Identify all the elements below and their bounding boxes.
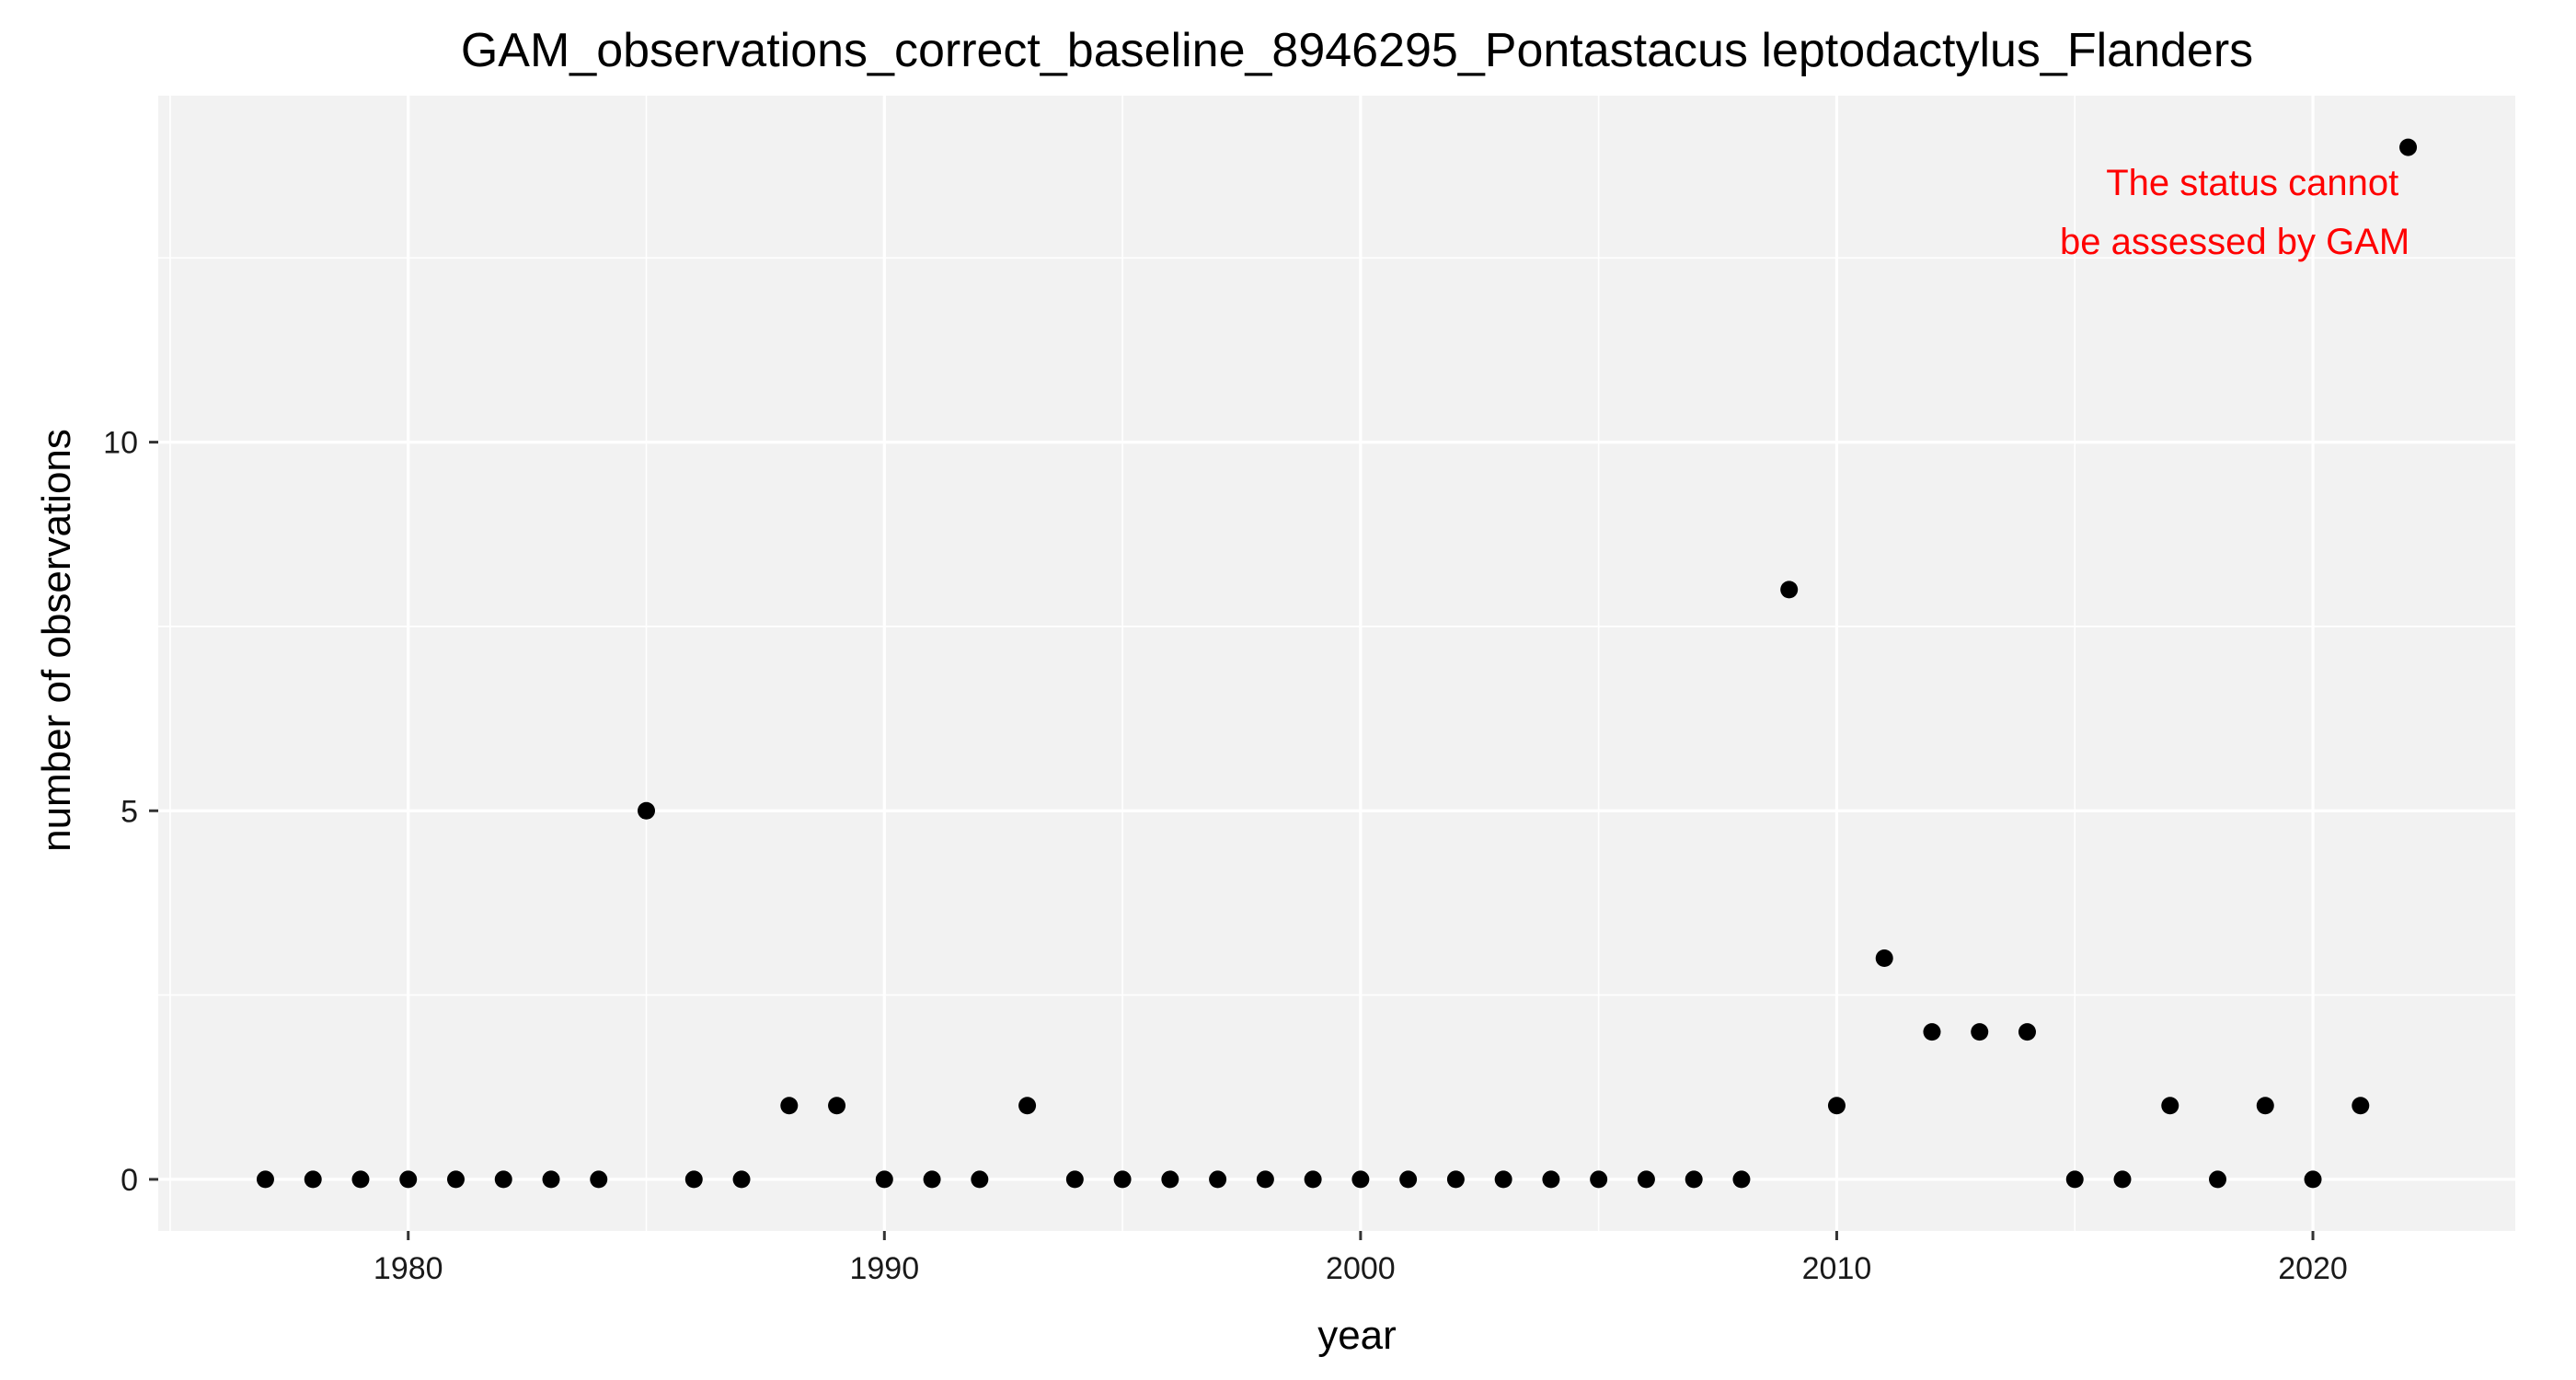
y-tick-label: 10 (103, 426, 138, 461)
data-point (1780, 581, 1799, 599)
data-point (1875, 949, 1893, 968)
data-point (638, 801, 656, 820)
data-point (1399, 1170, 1418, 1189)
data-point (256, 1170, 274, 1189)
data-point (684, 1170, 703, 1189)
data-point (1256, 1170, 1274, 1189)
chart-title: GAM_observations_correct_baseline_894629… (461, 24, 2253, 77)
grid-minor (158, 96, 2515, 1231)
x-tick-label: 1980 (374, 1251, 443, 1286)
data-points (256, 138, 2418, 1189)
data-point (2209, 1170, 2227, 1189)
data-point (304, 1170, 322, 1189)
y-axis-label: number of observations (34, 429, 79, 852)
data-point (446, 1170, 465, 1189)
data-point (351, 1170, 370, 1189)
annotation-line: be assessed by GAM (2060, 222, 2409, 262)
data-point (1685, 1170, 1703, 1189)
status-annotation: The status cannot be assessed by GAM (2060, 163, 2409, 262)
data-point (2113, 1170, 2132, 1189)
data-point (875, 1170, 893, 1189)
data-point (590, 1170, 608, 1189)
x-tick-label: 2010 (1802, 1251, 1872, 1286)
data-point (1971, 1023, 1989, 1041)
data-point (1542, 1170, 1560, 1189)
y-tick-label: 0 (121, 1163, 138, 1198)
x-tick-label: 1990 (849, 1251, 919, 1286)
annotation-line: The status cannot (2106, 163, 2398, 203)
data-point (1304, 1170, 1322, 1189)
data-point (1732, 1170, 1751, 1189)
data-point (1113, 1170, 1132, 1189)
data-point (923, 1170, 941, 1189)
data-point (2161, 1097, 2179, 1115)
x-tick-label: 2020 (2278, 1251, 2348, 1286)
data-point (1923, 1023, 1941, 1041)
data-point (2352, 1097, 2370, 1115)
x-axis-label: year (1317, 1313, 1397, 1358)
data-point (1494, 1170, 1512, 1189)
data-point (780, 1097, 799, 1115)
y-axis: 0 5 10 (103, 426, 158, 1198)
data-point (1018, 1097, 1037, 1115)
data-point (399, 1170, 418, 1189)
plot-panel (158, 96, 2515, 1231)
data-point (2018, 1023, 2036, 1041)
data-point (2256, 1097, 2274, 1115)
data-point (1446, 1170, 1465, 1189)
data-point (1065, 1170, 1084, 1189)
data-point (828, 1097, 846, 1115)
data-point (732, 1170, 751, 1189)
data-point (1209, 1170, 1227, 1189)
data-point (1161, 1170, 1179, 1189)
x-tick-label: 2000 (1326, 1251, 1396, 1286)
data-point (1590, 1170, 1608, 1189)
data-point (542, 1170, 560, 1189)
data-point (1827, 1097, 1846, 1115)
data-point (971, 1170, 989, 1189)
x-axis: 1980 1990 2000 2010 2020 (374, 1231, 2348, 1286)
data-point (2065, 1170, 2084, 1189)
y-tick-label: 5 (121, 794, 138, 829)
data-point (1351, 1170, 1370, 1189)
data-point (494, 1170, 512, 1189)
data-point (2304, 1170, 2322, 1189)
data-point (2399, 138, 2418, 156)
data-point (1637, 1170, 1655, 1189)
